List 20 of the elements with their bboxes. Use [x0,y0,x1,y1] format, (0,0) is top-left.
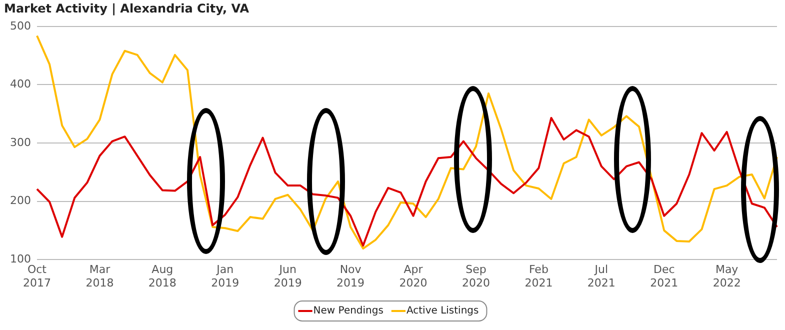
y-tick-label: 500 [10,19,31,32]
x-tick-label: Oct 2017 [22,263,51,290]
x-tick-label: Jul 2021 [587,263,616,290]
x-tick-label: May 2022 [712,263,741,290]
x-tick-label: Jun 2019 [274,263,302,290]
x-tick-label: Jan 2019 [211,263,240,290]
legend-label: Active Listings [406,306,479,317]
x-tick-label: Mar 2018 [86,263,114,290]
y-tick-label: 100 [10,252,31,266]
x-tick-label: Feb 2021 [524,263,553,290]
legend-label: New Pendings [313,306,384,317]
x-tick-label: Sep 2020 [462,263,490,290]
y-tick-label: 300 [10,136,31,149]
x-tick-label: Dec 2021 [650,263,678,290]
chart-title: Market Activity | Alexandria City, VA [4,1,250,16]
x-tick-label: Apr 2020 [399,263,428,290]
x-tick-label: Aug 2018 [148,263,176,290]
y-tick-label: 200 [10,194,31,208]
y-tick-label: 400 [10,78,31,91]
x-tick-label: Nov 2019 [336,263,365,290]
